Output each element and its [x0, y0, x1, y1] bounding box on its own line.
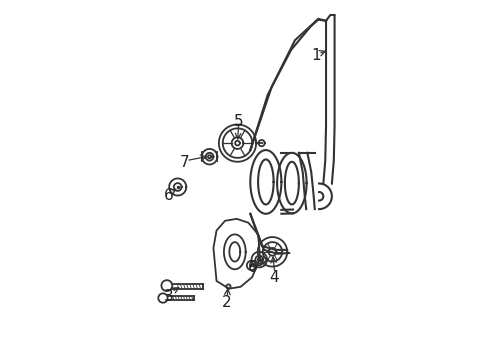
- Text: 7: 7: [179, 155, 189, 170]
- Text: 6: 6: [247, 260, 257, 275]
- Text: 2: 2: [222, 295, 231, 310]
- Text: 4: 4: [268, 270, 278, 284]
- Text: 6: 6: [163, 188, 173, 203]
- Text: 5: 5: [233, 114, 243, 129]
- Text: 3: 3: [163, 289, 173, 304]
- Text: 1: 1: [311, 48, 321, 63]
